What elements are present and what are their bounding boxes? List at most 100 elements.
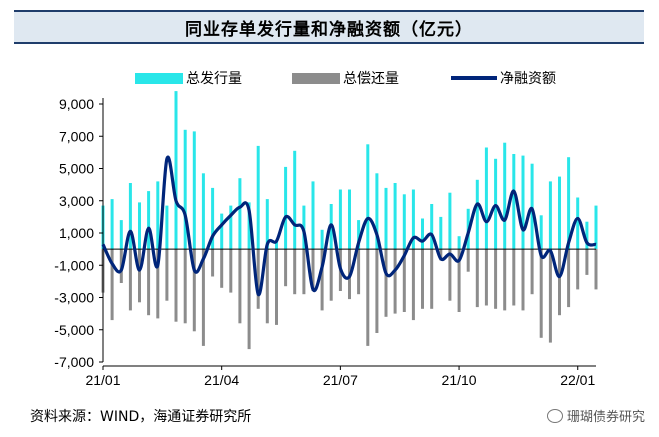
issuance-bar xyxy=(548,181,552,250)
issuance-bar xyxy=(128,183,132,250)
issuance-bar xyxy=(567,157,571,250)
issuance-bar xyxy=(530,163,534,250)
repayment-bar xyxy=(484,249,488,306)
y-tick-label: 3,000 xyxy=(59,193,94,209)
issuance-bar xyxy=(594,205,598,250)
repayment-bar xyxy=(302,249,306,295)
repayment-bar xyxy=(512,249,516,306)
issuance-bar xyxy=(457,236,461,250)
repayment-bar xyxy=(558,249,561,316)
repayment-bar xyxy=(284,249,288,287)
repayment-bar xyxy=(165,249,169,301)
issuance-bar xyxy=(229,205,233,250)
repayment-bar xyxy=(430,249,434,309)
repayment-bar xyxy=(521,249,525,311)
x-tick-label: 21/07 xyxy=(323,372,358,388)
y-tick-label: 5,000 xyxy=(59,161,94,177)
y-tick-label: -1,000 xyxy=(54,257,94,273)
repayment-bar xyxy=(384,249,388,317)
issuance-bar xyxy=(521,155,525,250)
repayment-bar xyxy=(475,249,479,308)
issuance-bar xyxy=(293,150,297,250)
issuance-bar xyxy=(384,187,388,250)
x-tick-label: 21/10 xyxy=(442,372,477,388)
repayment-bar xyxy=(585,249,589,275)
repayment-bar xyxy=(494,249,498,309)
y-tick-label: 9,000 xyxy=(59,96,94,112)
issuance-bar xyxy=(201,173,205,250)
repayment-bar xyxy=(357,249,361,295)
issuance-bar xyxy=(366,144,370,250)
repayment-bar xyxy=(183,249,187,324)
legend-label-issuance: 总发行量 xyxy=(186,70,242,86)
watermark: 珊瑚债券研究 xyxy=(546,406,645,425)
legend-swatch-issuance xyxy=(135,73,183,84)
repayment-bar xyxy=(156,249,160,319)
issuance-bar xyxy=(503,142,507,250)
repayment-bar xyxy=(247,249,251,350)
repayment-bar xyxy=(576,249,580,290)
legend: 总发行量 总偿还量 净融资额 xyxy=(135,70,556,86)
issuance-bar xyxy=(174,91,178,250)
repayment-bar xyxy=(503,249,507,311)
issuance-bar xyxy=(119,220,123,250)
repayment-bar xyxy=(138,249,141,303)
issuance-bar xyxy=(448,192,452,250)
issuance-bar xyxy=(156,181,160,250)
issuance-bar xyxy=(275,241,278,250)
issuance-bar xyxy=(348,189,351,250)
issuance-bar xyxy=(284,166,288,250)
repayment-bar xyxy=(192,249,196,332)
repayment-bar xyxy=(201,249,205,346)
repayment-bar xyxy=(411,249,415,321)
issuance-bar xyxy=(220,213,224,250)
repayment-bar xyxy=(265,249,269,324)
repayment-bar xyxy=(457,249,461,312)
issuance-bar xyxy=(110,199,114,250)
issuance-bar xyxy=(421,218,424,250)
y-tick-label: -5,000 xyxy=(54,322,94,338)
repayment-bar xyxy=(110,249,114,321)
repayment-bar xyxy=(320,249,324,311)
repayment-bar xyxy=(220,249,224,288)
repayment-bar xyxy=(229,249,233,293)
x-tick-label: 21/01 xyxy=(85,372,120,388)
issuance-bar xyxy=(147,191,151,250)
issuance-bar xyxy=(576,197,580,250)
y-tick-label: -7,000 xyxy=(54,354,94,370)
issuance-bar xyxy=(183,129,187,250)
repayment-bar xyxy=(421,249,424,309)
issuance-bar xyxy=(320,229,324,250)
repayment-bar xyxy=(393,249,397,314)
repayment-bar xyxy=(275,249,278,325)
issuance-bar xyxy=(247,202,251,250)
title-band: 同业存单发行量和净融资额（亿元） xyxy=(14,10,644,44)
repayment-bar xyxy=(548,249,552,343)
watermark-text: 珊瑚债券研究 xyxy=(566,410,645,425)
issuance-bar xyxy=(357,220,361,250)
issuance-bar xyxy=(192,131,196,250)
issuance-bar xyxy=(512,154,516,250)
repayment-bar xyxy=(311,249,315,291)
issuance-bar xyxy=(585,221,589,250)
source-note: 资料来源：WIND，海通证券研究所 xyxy=(30,409,252,425)
repayment-bar xyxy=(256,249,260,309)
issuance-bar xyxy=(539,215,543,250)
chart-title: 同业存单发行量和净融资额（亿元） xyxy=(185,19,473,40)
issuance-bar xyxy=(402,194,406,250)
issuance-bar xyxy=(256,145,260,250)
repayment-bar xyxy=(530,249,534,295)
issuance-bar xyxy=(430,204,434,250)
wechat-icon xyxy=(546,408,563,423)
legend-swatch-repayment xyxy=(292,73,340,84)
repayment-bar xyxy=(448,249,452,301)
repayment-bar xyxy=(147,249,151,316)
x-tick-label: 22/01 xyxy=(560,372,595,388)
repayment-bar xyxy=(539,249,543,338)
repayment-bar xyxy=(594,249,598,290)
repayment-bar xyxy=(293,249,297,295)
issuance-bar xyxy=(484,147,488,250)
legend-label-repayment: 总偿还量 xyxy=(343,70,399,86)
y-tick-label: 1,000 xyxy=(59,225,94,241)
repayment-bar xyxy=(375,249,379,333)
